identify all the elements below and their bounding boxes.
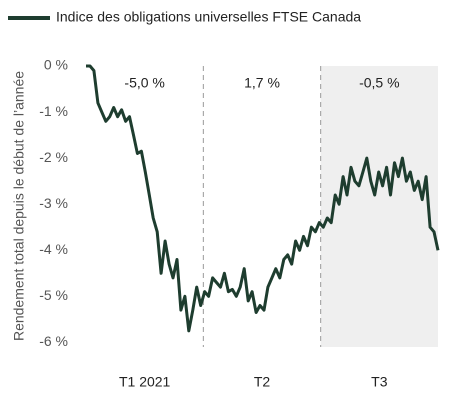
data-line <box>86 64 440 333</box>
y-tick-label: -3 % <box>39 195 68 211</box>
x-tick-label: T2 <box>254 374 271 390</box>
shaded-period <box>320 66 438 347</box>
y-axis-label: Rendement total depuis le début de l’ann… <box>11 71 27 341</box>
y-tick-label: 0 % <box>44 57 68 73</box>
period-change: -5,0 % <box>124 75 164 91</box>
x-tick-label: T1 2021 <box>119 374 171 390</box>
y-tick-label: -1 % <box>39 103 68 119</box>
legend-label: Indice des obligations universelles FTSE… <box>56 9 361 25</box>
period-change: -0,5 % <box>359 75 399 91</box>
period-change: 1,7 % <box>244 75 280 91</box>
y-tick-label: -4 % <box>39 241 68 257</box>
x-tick-label: T3 <box>371 374 388 390</box>
y-tick-label: -5 % <box>39 287 68 303</box>
y-tick-label: -2 % <box>39 149 68 165</box>
y-tick-label: -6 % <box>39 333 68 349</box>
